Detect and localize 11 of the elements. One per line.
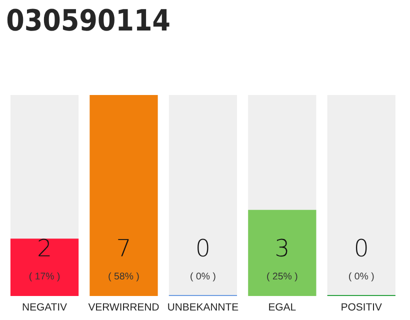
data-label: 0 ( 0% ) (349, 238, 374, 282)
chart-title: 030590114 (7, 8, 170, 31)
x-tick-label: POSITIV (342, 303, 382, 311)
x-tick-label: EGAL (269, 303, 296, 311)
x-tick-label: VERWIRREND (88, 303, 159, 310)
data-label: 0 ( 0% ) (190, 238, 216, 282)
data-label: 7 ( 58% ) (108, 239, 139, 282)
x-tick-label: UNBEKANNTE (168, 303, 238, 311)
x-tick-label: NEGATIV (22, 303, 67, 311)
data-label: 3 ( 25% ) (267, 238, 298, 282)
data-label: 2 ( 17% ) (29, 238, 60, 282)
